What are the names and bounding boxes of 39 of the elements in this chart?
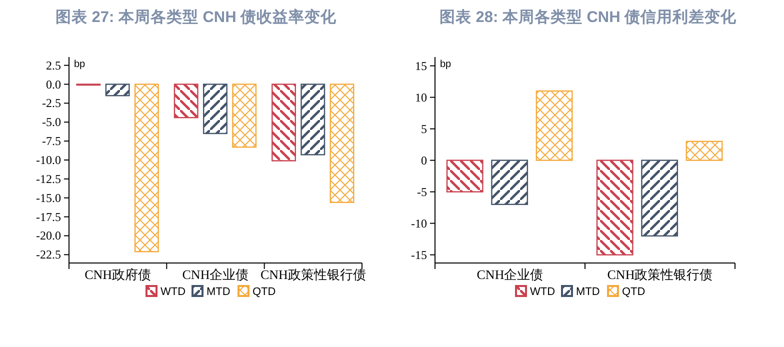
bar [536, 90, 573, 161]
y-tick-label: -7.5 [42, 134, 61, 148]
y-tick-label: -15 [411, 248, 427, 262]
bar [686, 140, 723, 161]
y-tick-label: 10 [415, 90, 427, 104]
y-tick-label: -5 [417, 184, 427, 199]
legend-label: QTD [622, 286, 646, 298]
y-tick-label: 5 [421, 122, 427, 136]
x-tick-label: CNH企业债 [476, 267, 544, 282]
x-tick-label: CNH政策性银行债 [607, 267, 713, 282]
legend-label: QTD [252, 286, 276, 298]
y-tick-label: 0 [421, 153, 427, 168]
y-tick-label: -5.0 [42, 115, 61, 130]
y-tick-label: -12.5 [36, 172, 61, 186]
legend-label: WTD [160, 286, 186, 298]
y-tick-label: -20.0 [36, 228, 61, 243]
y-tick-label: -10.0 [36, 153, 61, 167]
legend-label: MTD [206, 286, 230, 298]
bar [596, 160, 634, 256]
x-tick-label: CNH政策性银行债 [260, 267, 366, 282]
y-axis-title: bp [440, 59, 452, 70]
y-tick-label: -2.5 [42, 96, 61, 110]
y-tick-label: 15 [415, 58, 427, 73]
y-tick-label: 2.5 [46, 58, 61, 72]
bar [641, 160, 678, 237]
y-tick-label: -17.5 [36, 210, 61, 224]
chart-title: 图表 27: 本周各类型 CNH 债收益率变化 [55, 8, 338, 26]
y-axis-title: bp [74, 59, 86, 70]
y-tick-label: -10 [411, 216, 427, 230]
bar [491, 160, 528, 206]
y-tick-label: 0.0 [46, 77, 61, 92]
legend-label: MTD [576, 286, 600, 298]
legend-label: WTD [530, 286, 556, 298]
x-tick-label: CNH企业债 [182, 267, 249, 282]
x-tick-label: CNH政府债 [84, 267, 152, 282]
bar [446, 160, 484, 192]
y-tick-label: -22.5 [36, 248, 61, 262]
y-tick-label: -15.0 [36, 190, 61, 205]
chart-title: 图表 28: 本周各类型 CNH 债信用利差变化 [439, 8, 738, 26]
